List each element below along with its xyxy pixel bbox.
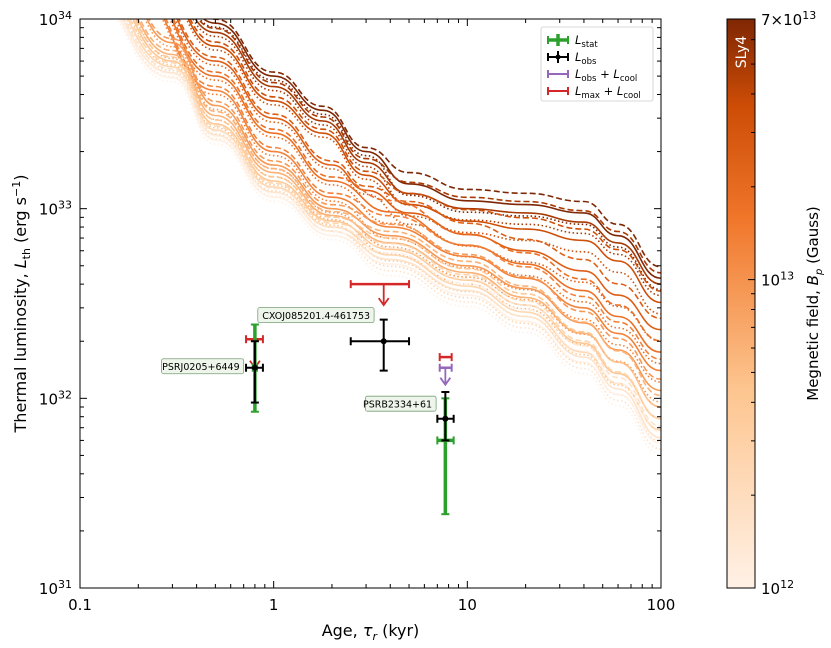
curve-B4-1 (172, 19, 661, 342)
curve-B4-0 (170, 19, 661, 353)
x-tick-label: 1 (269, 596, 279, 614)
point-obs-marker (380, 338, 387, 345)
source-label-box (365, 395, 437, 412)
y-tick-label: 1034 (39, 9, 72, 29)
legend-label: Lmax + Lcool (575, 84, 641, 101)
colorbar-tick-label: 7×1013 (761, 9, 816, 29)
legend-item-obs: Lobs (547, 50, 597, 67)
x-tick-label: 100 (647, 596, 676, 614)
curve-B1-1 (197, 19, 661, 274)
curve-B0-0 (202, 19, 661, 279)
eos-label: SLy4 (734, 36, 750, 69)
curve-B2-2 (185, 19, 661, 315)
curve-B8-1 (134, 19, 661, 409)
curve-B0-1 (210, 19, 661, 268)
legend-box (540, 26, 654, 102)
legend-item-obs_cool: Lobs + Lcool (547, 67, 637, 84)
colorbar-tick-label: 1013 (761, 270, 794, 290)
point-maxcool (438, 353, 453, 362)
curve-B7-0 (137, 19, 661, 408)
curve-B9-2 (125, 19, 661, 443)
source-label-text: PSRB2334+61 (363, 400, 432, 411)
source-label-text: PSRJ0205+6449 (162, 362, 239, 373)
point-obs (245, 340, 264, 404)
y-tick-label: 1033 (39, 199, 72, 219)
y-tick-label: 1031 (39, 578, 72, 598)
curve-B6-0 (146, 19, 661, 392)
curve-B5-0 (163, 19, 661, 372)
source-label: PSRJ0205+6449 (161, 358, 245, 375)
point-obscool-arrowhead (439, 377, 452, 387)
point-obs-marker (442, 415, 449, 422)
curve-B4-2 (168, 19, 661, 365)
curve-B11-2 (116, 19, 661, 456)
source-label-box (257, 307, 375, 323)
axes: 0.1 1 10 100 1031 1032 1033 1034 Age, τr (kyr) Th… (10, 9, 675, 643)
curve-B10-2 (120, 19, 661, 450)
model-curves (116, 19, 661, 456)
curve-B10-1 (124, 19, 661, 428)
source-label: CXOJ085201.4-461753 (257, 307, 375, 323)
curve-B7-1 (139, 19, 661, 397)
curve-B5-1 (165, 19, 661, 360)
legend-label: Lobs + Lcool (575, 67, 637, 84)
curve-B3-0 (176, 19, 661, 331)
curve-B11-0 (118, 19, 661, 444)
legend-item-stat: Lstat (547, 33, 598, 50)
curve-B3-1 (178, 19, 661, 320)
y-tick-label: 1032 (39, 388, 72, 408)
curve-B1-2 (192, 19, 661, 297)
curve-B6-1 (148, 19, 661, 380)
point-obs (349, 318, 411, 372)
point-obs-marker (251, 364, 258, 371)
source-label: PSRB2334+61 (363, 395, 437, 412)
curve-B2-1 (189, 19, 661, 292)
plot-frame (79, 18, 662, 589)
colorbar-gradient (726, 18, 756, 589)
source-label-box (161, 358, 245, 375)
x-tick-label: 10 (458, 596, 477, 614)
legend-label: Lstat (575, 33, 598, 50)
y-axis-label: Thermal luminosity, Lth (erg s−1) (10, 175, 33, 434)
curve-B11-1 (120, 19, 661, 433)
x-tick-label: 0.1 (68, 596, 92, 614)
colorbar-tick-label: 1012 (761, 578, 794, 598)
curve-B9-1 (129, 19, 661, 420)
colorbar-label: Megnetic field, Bp (Gauss) (804, 206, 825, 401)
point-obscool (438, 363, 453, 387)
x-axis-label: Age, τr (kyr) (322, 621, 420, 643)
point-maxcool-arrowhead (377, 297, 390, 307)
curve-B3-2 (174, 19, 661, 342)
legend-marker (555, 54, 561, 60)
data-points: PSRJ0205+6449 CXOJ085201.4-461753 PSRB2334… (161, 280, 455, 516)
point-maxcool (349, 280, 411, 307)
legend-item-max_cool: Lmax + Lcool (547, 84, 641, 101)
colorbar: 1012 1013 7×1013 SLy4 Megnetic field, Bp (Ga… (726, 9, 825, 598)
curve-B8-0 (132, 19, 661, 420)
source-label-text: CXOJ085201.4-461753 (262, 311, 370, 322)
legend-label: Lobs (575, 50, 597, 67)
curve-B1-0 (194, 19, 661, 285)
